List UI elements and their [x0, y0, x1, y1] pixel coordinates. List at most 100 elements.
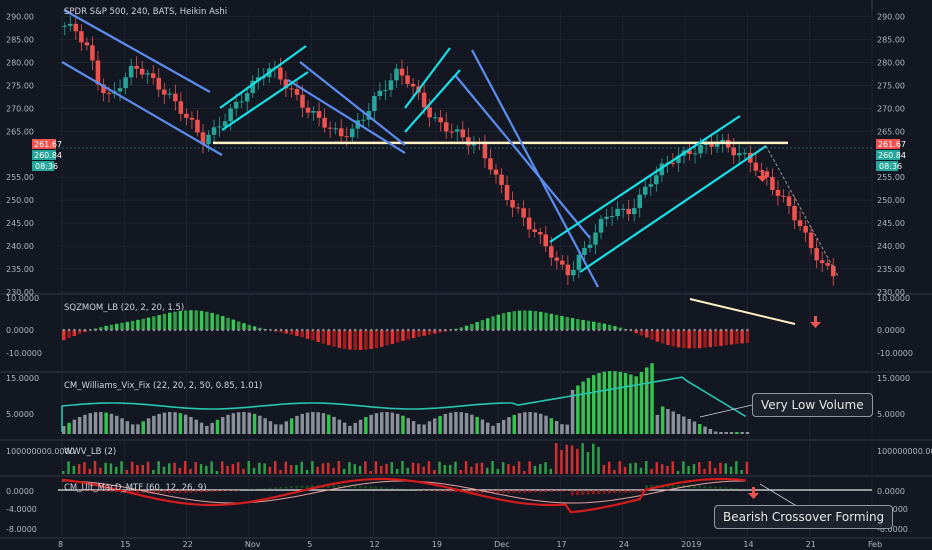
sqz-dot	[417, 328, 421, 332]
vix-bar	[533, 412, 538, 434]
candle-body	[338, 128, 344, 137]
wwv-bar	[411, 462, 415, 474]
wwv-bar	[93, 461, 97, 474]
candle-body	[455, 129, 460, 132]
wwv-bar	[607, 461, 611, 474]
vix-bar	[136, 424, 140, 434]
callout-bearish-crossover: Bearish Crossover Forming	[714, 505, 894, 529]
macd-tick-left: -4.0000	[6, 505, 37, 514]
macd-hist-bar	[205, 490, 209, 493]
candle-body	[200, 132, 206, 145]
candle-body	[571, 269, 576, 276]
macd-tick-right: -8.0000	[877, 525, 908, 534]
sqz-dot	[126, 328, 129, 332]
wwv-bar	[570, 445, 574, 474]
macd-hist-bar	[613, 490, 617, 494]
y-tick-right: 250.00	[877, 196, 905, 205]
sqz-dot	[454, 328, 458, 332]
macd-hist-bar	[162, 490, 166, 494]
vix-bar	[62, 426, 66, 434]
macd-hist-bar	[586, 490, 590, 495]
y-tick-right: 235.00	[877, 265, 905, 274]
wwv-bar	[311, 461, 314, 474]
sqz-dot	[629, 328, 633, 332]
sqz-dot	[444, 328, 447, 332]
sqz-dot	[67, 328, 71, 332]
sqz-bar	[703, 330, 707, 348]
macd-hist-bar	[517, 490, 521, 493]
macd-hist-bar	[639, 490, 643, 493]
sqz-bar	[560, 315, 564, 330]
candle-body	[692, 153, 698, 155]
vix-bar	[189, 416, 193, 434]
candle-body	[79, 31, 84, 43]
wwv-bar	[189, 468, 192, 474]
candle-body	[626, 208, 631, 215]
candle-body	[537, 231, 543, 235]
wwv-bar	[321, 463, 325, 474]
macd-hist-bar	[189, 490, 193, 493]
y-tick-left: 240.00	[6, 242, 34, 251]
sqz-dot	[412, 328, 415, 332]
macd-hist-bar	[130, 490, 134, 493]
candle-body	[825, 263, 830, 266]
vix-bar	[141, 421, 145, 434]
sqz-dot	[613, 328, 617, 332]
candle-body	[162, 89, 167, 95]
sqz-bar	[719, 330, 723, 346]
vix-bar	[374, 413, 379, 434]
candle-body	[670, 162, 676, 164]
macd-hist-bar	[544, 490, 548, 493]
vix-bar	[634, 376, 638, 434]
candle-body	[101, 84, 106, 94]
sqz-dot	[179, 328, 182, 332]
trend-channels	[58, 9, 872, 288]
candle-body	[720, 139, 725, 143]
vix-bar	[390, 412, 395, 434]
wwv-bar	[295, 464, 298, 474]
macd-hist-bar	[284, 486, 288, 489]
wwv-bar	[83, 462, 86, 474]
candle-body	[90, 45, 95, 61]
wwv-bar	[682, 461, 685, 474]
sqz-dot	[571, 328, 574, 332]
vix-bar	[470, 414, 474, 434]
sqz-bar	[533, 311, 538, 330]
macd-tick-left: -8.0000	[6, 525, 37, 534]
wwv-bar	[146, 461, 150, 474]
channel-line-blue	[61, 61, 223, 156]
vix-bar	[252, 413, 257, 434]
wwv-bar	[194, 462, 197, 474]
vix-bar	[581, 381, 585, 434]
sqz-tick-right: -10.0000	[877, 349, 913, 358]
candle-body	[68, 23, 73, 26]
sqz-bar	[597, 322, 601, 330]
sqz-dot	[73, 328, 76, 332]
macd-hist-bar	[703, 485, 707, 489]
vix-bar	[565, 424, 569, 434]
sqz-dot	[741, 328, 744, 332]
vix-bar	[602, 371, 607, 434]
sqz-bar	[231, 319, 236, 330]
sqz-dot	[370, 328, 373, 332]
sqz-bar	[348, 330, 352, 350]
wwv-bar	[258, 462, 261, 474]
macd-hist-bar	[136, 490, 140, 493]
candle-body	[195, 119, 200, 133]
candle-body	[167, 93, 173, 95]
vix-bar	[332, 416, 336, 434]
sqz-dot	[725, 328, 728, 332]
wwv-bar	[676, 470, 680, 474]
vix-bar	[454, 412, 458, 434]
wwv-bar	[120, 461, 123, 474]
channel-line-blue	[287, 79, 406, 154]
x-tick-label: 14	[743, 540, 753, 549]
candle-body	[781, 195, 786, 197]
candle-body	[316, 111, 322, 118]
vix-bar	[104, 412, 108, 434]
macd-hist-bar	[618, 490, 622, 493]
sqz-bar	[194, 310, 198, 330]
macd-hist-bar	[565, 490, 569, 492]
candle-body	[560, 260, 565, 265]
